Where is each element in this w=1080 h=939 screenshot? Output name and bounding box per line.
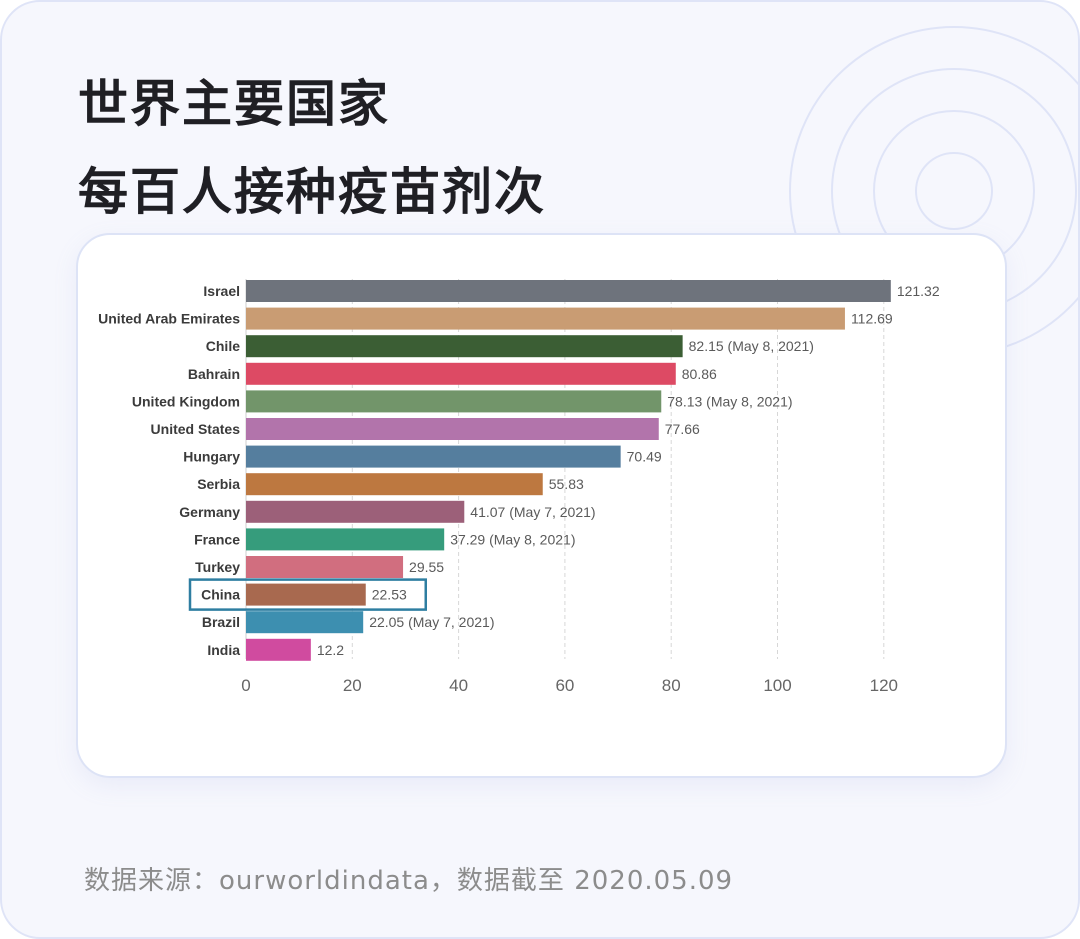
x-tick-label: 80	[662, 676, 681, 695]
bar-serbia	[246, 473, 543, 496]
bar-china	[246, 583, 366, 606]
highlight-box	[188, 578, 427, 611]
value-label: 37.29 (May 8, 2021)	[450, 531, 575, 547]
category-label: Serbia	[197, 476, 240, 492]
x-tick-label: 0	[241, 676, 250, 695]
value-label: 121.32	[897, 283, 940, 299]
category-label: Chile	[206, 338, 240, 354]
category-label: Bahrain	[188, 366, 240, 382]
value-label: 55.83	[549, 476, 584, 492]
x-tick-label: 120	[870, 676, 898, 695]
bar-chile	[246, 335, 683, 358]
deco-ring	[915, 152, 993, 230]
value-label: 80.86	[682, 366, 717, 382]
value-label: 22.05 (May 7, 2021)	[369, 614, 494, 630]
bar-turkey	[246, 556, 404, 578]
x-tick-label: 60	[555, 676, 574, 695]
bar-bahrain	[246, 362, 676, 385]
category-label: China	[201, 587, 240, 603]
x-tick-label: 100	[763, 676, 791, 695]
category-label: Turkey	[195, 559, 240, 575]
value-label: 70.49	[627, 449, 662, 465]
value-label: 77.66	[665, 421, 700, 437]
category-label: Israel	[203, 283, 240, 299]
title-line-1: 世界主要国家	[78, 75, 390, 133]
value-label: 82.15 (May 8, 2021)	[689, 338, 814, 354]
value-label: 78.13 (May 8, 2021)	[667, 393, 792, 409]
category-label: United Arab Emirates	[98, 311, 240, 327]
bar-united-kingdom	[246, 390, 662, 413]
category-label: India	[207, 642, 240, 658]
bar-brazil	[246, 611, 364, 634]
x-tick-label: 20	[343, 676, 362, 695]
bar-india	[246, 638, 311, 661]
bar-chart: 0 20 40 60 80 100 120 Israel 121.32 United Arab E…	[98, 279, 940, 695]
bar-united-arab-emirates	[246, 307, 845, 330]
value-label: 112.69	[851, 311, 893, 327]
x-tick-label: 40	[449, 676, 468, 695]
bar-united-states	[246, 418, 659, 440]
value-label: 12.2	[317, 642, 344, 658]
category-label: United Kingdom	[132, 393, 240, 409]
value-label: 29.55	[409, 559, 444, 575]
bar-hungary	[246, 445, 621, 468]
title-line-2: 每百人接种疫苗剂次	[78, 163, 546, 221]
category-label: Germany	[179, 504, 240, 520]
bar-germany	[246, 500, 465, 523]
category-label: Hungary	[183, 449, 240, 465]
chart-card: 0 20 40 60 80 100 120 Israel 121.32 United Arab E…	[76, 233, 1007, 778]
page-title: 世界主要国家 每百人接种疫苗剂次	[78, 60, 546, 236]
data-source-note: 数据来源：ourworldindata，数据截至 2020.05.09	[84, 866, 734, 896]
category-label: United States	[151, 421, 241, 437]
category-label: Brazil	[202, 614, 240, 630]
bar-france	[246, 528, 445, 551]
category-label: France	[194, 531, 240, 547]
value-label: 41.07 (May 7, 2021)	[470, 504, 595, 520]
bar-israel	[246, 280, 891, 302]
value-label: 22.53	[372, 587, 407, 603]
